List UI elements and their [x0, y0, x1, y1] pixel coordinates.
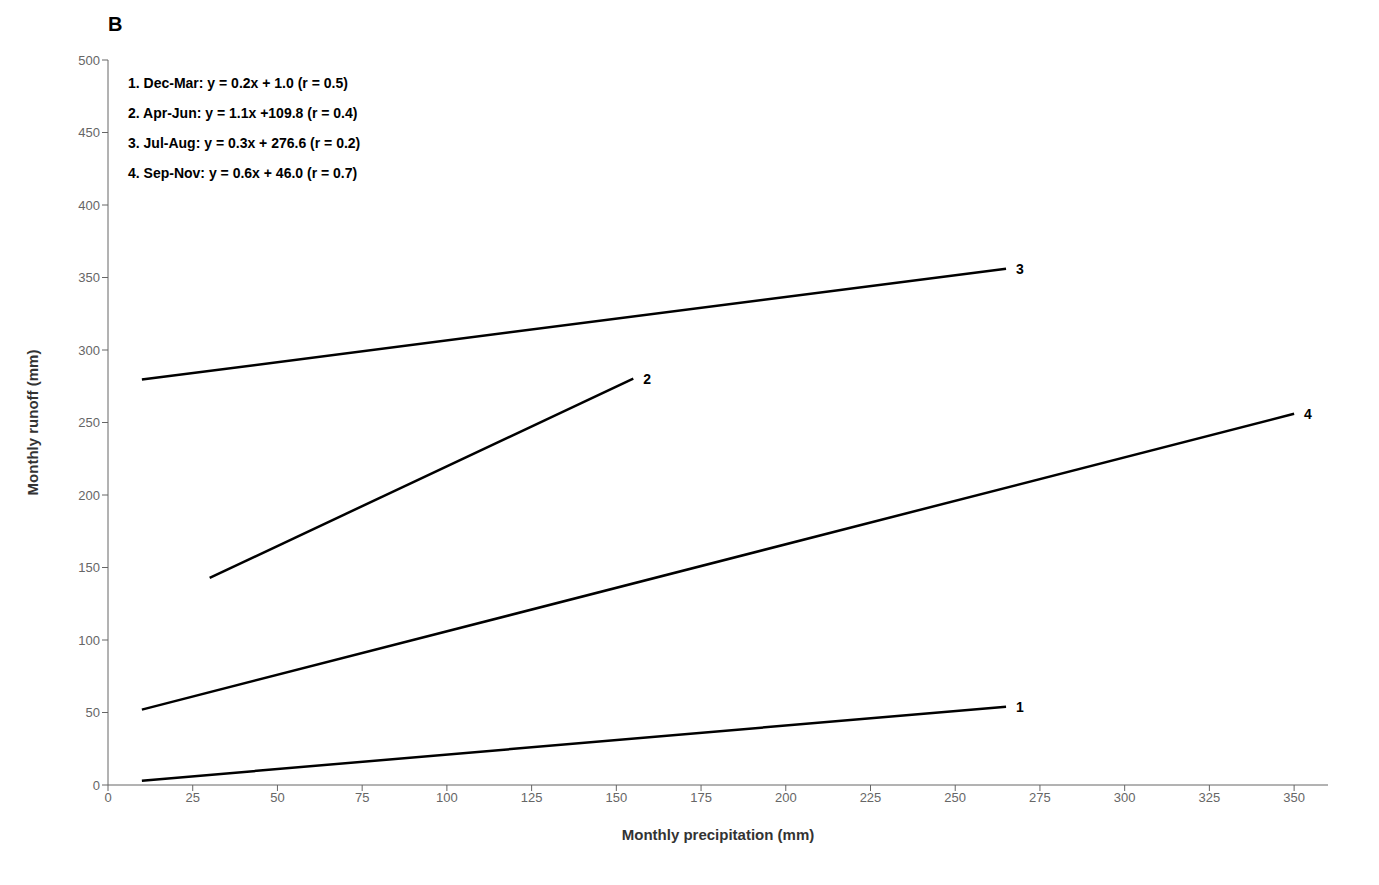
svg-text:50: 50 — [86, 705, 100, 720]
svg-text:75: 75 — [355, 790, 369, 805]
svg-text:100: 100 — [436, 790, 458, 805]
svg-text:300: 300 — [1114, 790, 1136, 805]
svg-text:3: 3 — [1016, 261, 1024, 277]
svg-text:175: 175 — [690, 790, 712, 805]
svg-text:250: 250 — [944, 790, 966, 805]
svg-text:200: 200 — [78, 488, 100, 503]
svg-text:250: 250 — [78, 415, 100, 430]
html-text:4. Sep-Nov: y = 0.6x + 46.0 (r: 4. Sep-Nov: y = 0.6x + 46.0 (r = 0.7) — [128, 165, 358, 181]
svg-text:150: 150 — [605, 790, 627, 805]
html-text:B: B — [108, 13, 123, 35]
svg-text:50: 50 — [270, 790, 284, 805]
svg-text:275: 275 — [1029, 790, 1051, 805]
svg-text:350: 350 — [78, 270, 100, 285]
svg-text:150: 150 — [78, 560, 100, 575]
svg-text:4: 4 — [1304, 406, 1312, 422]
svg-text:325: 325 — [1199, 790, 1221, 805]
svg-text:Monthly runoff (mm): Monthly runoff (mm) — [24, 350, 41, 496]
svg-text:225: 225 — [860, 790, 882, 805]
svg-text:450: 450 — [78, 125, 100, 140]
svg-text:125: 125 — [521, 790, 543, 805]
svg-text:500: 500 — [78, 53, 100, 68]
html-text:1. Dec-Mar: y = 0.2x + 1.0 (r: 1. Dec-Mar: y = 0.2x + 1.0 (r = 0.5) — [128, 75, 348, 91]
svg-text:0: 0 — [93, 778, 100, 793]
svg-text:100: 100 — [78, 633, 100, 648]
svg-text:0: 0 — [104, 790, 111, 805]
html-text:3. Jul-Aug: y = 0.3x + 276.6 (: 3. Jul-Aug: y = 0.3x + 276.6 (r = 0.2) — [128, 135, 361, 151]
svg-text:1: 1 — [1016, 699, 1024, 715]
svg-text:200: 200 — [775, 790, 797, 805]
svg-text:2: 2 — [643, 371, 651, 387]
svg-text:25: 25 — [185, 790, 199, 805]
svg-text:Monthly precipitation (mm): Monthly precipitation (mm) — [622, 826, 815, 843]
svg-text:300: 300 — [78, 343, 100, 358]
svg-text:350: 350 — [1283, 790, 1305, 805]
html-text:2. Apr-Jun: y = 1.1x +109.8 (r: 2. Apr-Jun: y = 1.1x +109.8 (r = 0.4) — [128, 105, 358, 121]
svg-text:400: 400 — [78, 198, 100, 213]
